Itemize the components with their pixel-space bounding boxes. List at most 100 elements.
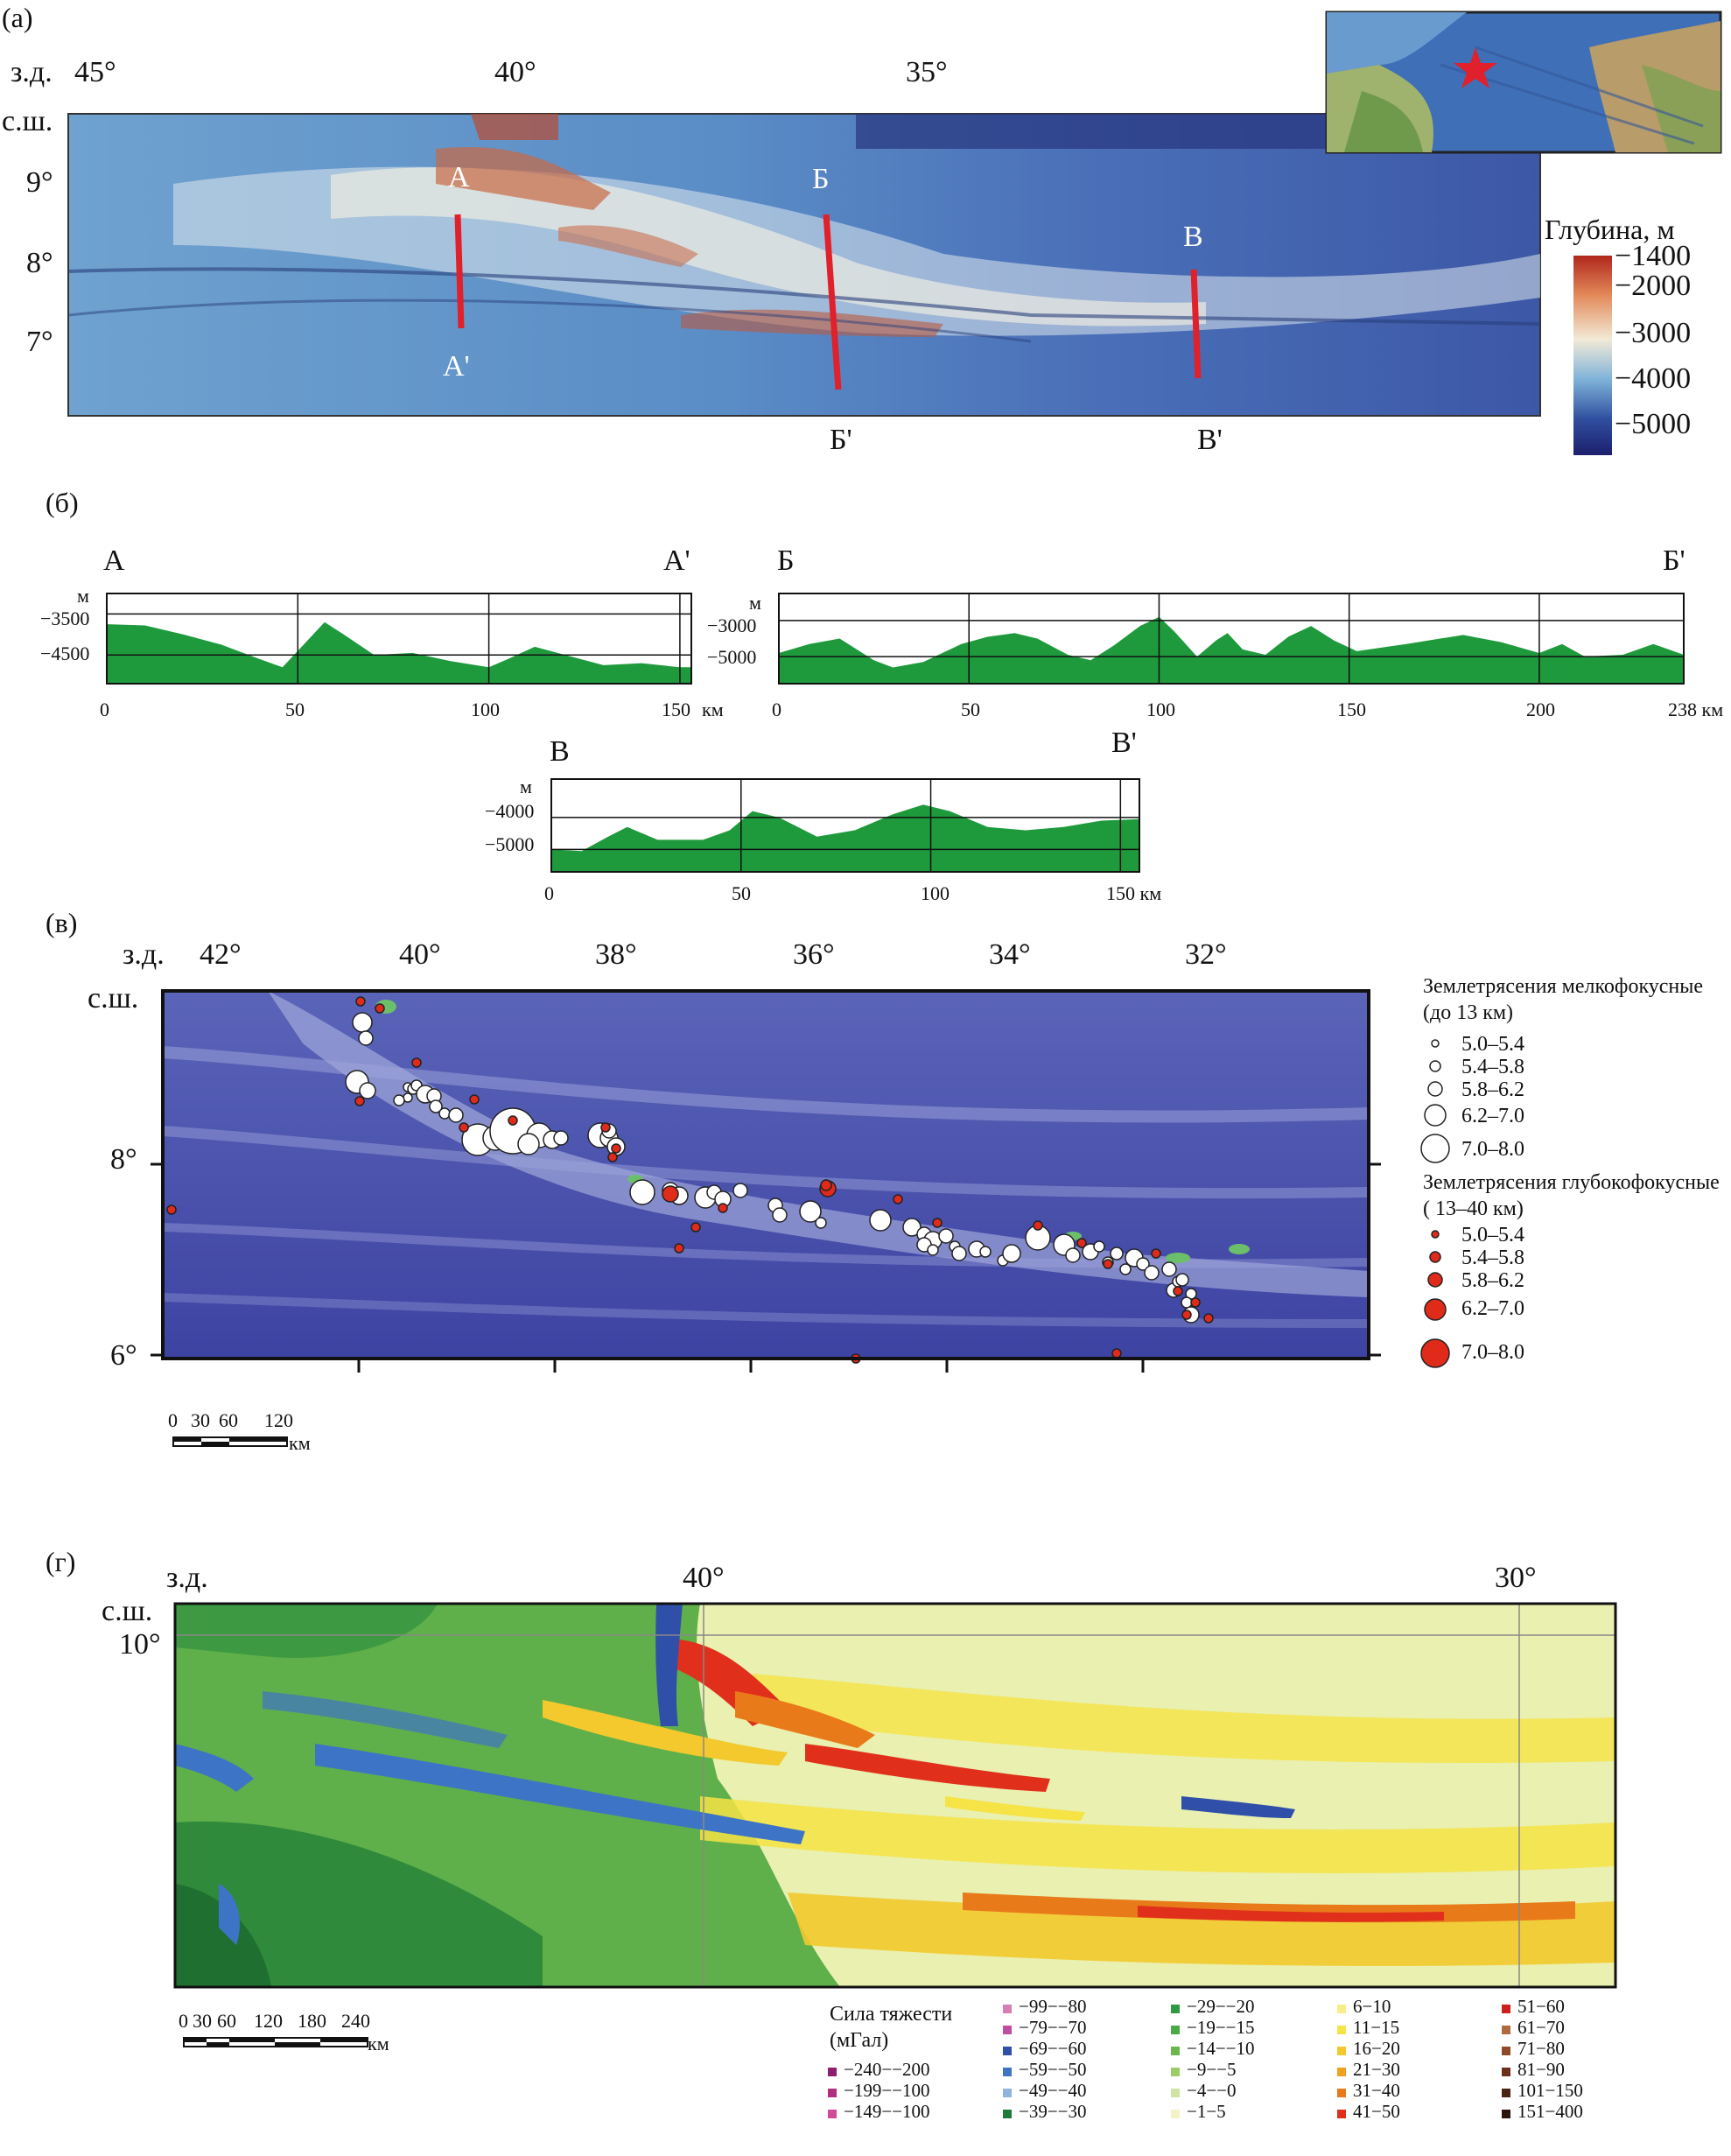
gravity-legend-label: −199−−100 xyxy=(844,2080,930,2101)
panel-b-label: (б) xyxy=(46,487,79,518)
scale-g-km: км xyxy=(368,2033,389,2054)
profile-b-xtick-0: 0 xyxy=(772,699,781,720)
legend-shallow-symbol xyxy=(1427,1081,1443,1097)
gravity-legend-swatch xyxy=(1003,2026,1012,2034)
shallow-quake-marker xyxy=(358,1030,374,1046)
gravity-legend-swatch xyxy=(1502,2047,1510,2055)
shallow-quake-marker xyxy=(629,1179,655,1205)
deep-quake-marker xyxy=(611,1143,621,1154)
deep-quake-marker xyxy=(932,1218,943,1228)
deep-quake-marker xyxy=(1151,1248,1161,1259)
gravity-legend-label: 71−80 xyxy=(1517,2038,1565,2059)
gravity-legend-swatch xyxy=(828,2089,837,2097)
gravity-legend-label: −149−−100 xyxy=(844,2101,930,2122)
scale-g-240: 240 xyxy=(341,2010,370,2032)
profile-v-xtick-2: 100 xyxy=(921,882,950,904)
gravity-legend-label: 51−60 xyxy=(1517,1996,1565,2017)
shallow-quake-marker xyxy=(772,1207,788,1223)
gravity-legend-swatch xyxy=(1337,2026,1346,2034)
gravity-legend-swatch xyxy=(1337,2089,1346,2097)
deep-quake-marker xyxy=(1111,1348,1122,1359)
gravity-legend-label: −59−−50 xyxy=(1019,2059,1087,2080)
legend-deep-symbol xyxy=(1420,1338,1450,1368)
gravity-legend-swatch xyxy=(1003,2110,1012,2118)
gravity-legend-swatch xyxy=(1502,2005,1510,2013)
lon-tick-38: 38° xyxy=(595,938,637,971)
depth-colorbar xyxy=(1573,256,1612,455)
deep-quake-marker xyxy=(1173,1286,1183,1296)
deep-quake-marker xyxy=(355,996,366,1007)
gravity-legend-swatch xyxy=(828,2110,837,2118)
legend-deep-symbol xyxy=(1431,1230,1440,1239)
gravity-legend-swatch xyxy=(1502,2068,1510,2076)
profile-a-xtick-0: 0 xyxy=(100,699,109,720)
shallow-quake-marker xyxy=(1110,1247,1124,1261)
profile-label-a: А xyxy=(448,161,470,193)
scale-v-30: 30 xyxy=(191,1409,210,1431)
legend-shallow-symbol xyxy=(1424,1104,1447,1127)
shallow-class-1: 5.4–5.8 xyxy=(1461,1056,1524,1078)
profile-2-frame xyxy=(550,778,1140,873)
shallow-quake-marker xyxy=(1181,1296,1193,1309)
profile-a-chart xyxy=(106,593,692,685)
scale-g-180: 180 xyxy=(298,2010,326,2032)
profile-v-unit-m: м xyxy=(520,776,532,797)
profile-b-xtick-2: 100 xyxy=(1146,699,1175,720)
shallow-quake-marker xyxy=(1161,1261,1177,1277)
deep-quake-marker xyxy=(411,1057,422,1068)
shallow-quake-marker xyxy=(1144,1265,1160,1281)
profile-a-xtick-2: 100 xyxy=(471,699,500,720)
shallow-quake-marker xyxy=(448,1107,464,1123)
gravity-legend-swatch xyxy=(828,2068,837,2076)
deep-quake-marker xyxy=(1190,1297,1201,1308)
colorbar-tick-4000: −4000 xyxy=(1615,362,1692,395)
legend-deep-symbol xyxy=(1429,1251,1441,1263)
gravity-legend-label: 31−40 xyxy=(1353,2080,1400,2101)
gravity-legend-title: Сила тяжести (мГал) xyxy=(830,2003,953,2052)
gravity-legend-label: 61−70 xyxy=(1517,2017,1565,2038)
gravity-legend-swatch xyxy=(1171,2068,1180,2076)
deep-quake-marker xyxy=(1033,1220,1043,1231)
depth-colorbar-title: Глубина, м xyxy=(1545,214,1675,245)
scale-g-120: 120 xyxy=(254,2010,283,2032)
profile-v-xtick-3: 150 км xyxy=(1106,882,1162,904)
shallow-quake-marker xyxy=(1002,1244,1021,1263)
profile-v-xtick-0: 0 xyxy=(544,882,554,904)
gravity-legend-label: −99−−80 xyxy=(1019,1996,1087,2017)
lon-tick-40g: 40° xyxy=(683,1562,725,1594)
shallow-quake-marker xyxy=(927,1244,939,1256)
shallow-quake-marker xyxy=(1175,1273,1189,1287)
profile-a-unit-km: км xyxy=(702,699,724,720)
lat-prefix-g: с.ш. xyxy=(102,1595,153,1627)
profile-a-end-label: А' xyxy=(663,544,690,577)
deep-quake-marker xyxy=(375,1003,385,1014)
deep-quake-marker xyxy=(718,1203,728,1213)
gravity-legend-swatch xyxy=(1337,2005,1346,2013)
scale-g-30: 30 xyxy=(193,2010,212,2032)
shallow-quake-marker xyxy=(1093,1240,1105,1253)
scale-v-0: 0 xyxy=(168,1409,178,1431)
lat-tick-8: 8° xyxy=(26,247,53,279)
lat-prefix-v: с.ш. xyxy=(88,982,139,1015)
deep-quake-marker xyxy=(1076,1238,1087,1248)
profile-b-unit-m: м xyxy=(749,592,761,614)
location-star-icon xyxy=(1454,47,1497,88)
profile-1-frame xyxy=(778,593,1685,685)
lon-tick-30g: 30° xyxy=(1495,1562,1537,1594)
profile-v-ytick-1: −5000 xyxy=(485,833,535,855)
gravity-legend-label: 21−30 xyxy=(1353,2059,1400,2080)
profile-label-b: Б xyxy=(812,163,830,195)
deep-class-3: 6.2–7.0 xyxy=(1461,1297,1524,1320)
lat-tick-7: 7° xyxy=(26,326,53,358)
profile-a-ytick-0: −3500 xyxy=(40,607,90,629)
colorbar-tick-2000: −2000 xyxy=(1615,270,1692,302)
shallow-quake-marker xyxy=(352,1012,373,1033)
legend-deep-symbol xyxy=(1424,1298,1447,1321)
colorbar-tick-5000: −5000 xyxy=(1615,408,1692,440)
gravity-legend-label: −240−−200 xyxy=(844,2059,930,2080)
shallow-quake-marker xyxy=(951,1246,967,1261)
profile-b-start-label: Б xyxy=(777,544,795,577)
shallow-quakes-title: Землетрясения мелкофокусные (до 13 км) xyxy=(1423,975,1704,1024)
panel-v-label: (в) xyxy=(46,907,78,938)
shallow-quake-marker xyxy=(429,1099,443,1113)
